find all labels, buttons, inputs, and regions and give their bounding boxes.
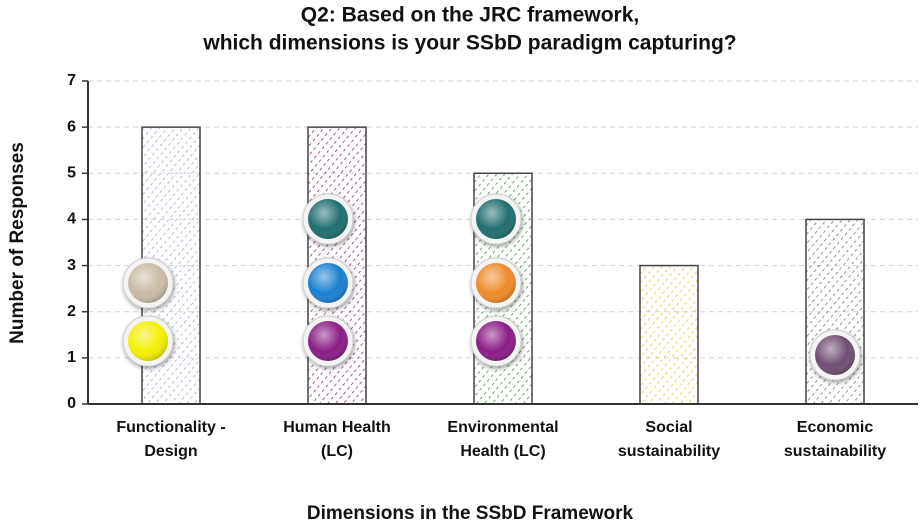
chart-title: which dimensions is your SSbD paradigm c…	[202, 32, 736, 55]
x-tick-label: Functionality -	[116, 419, 225, 436]
icon-shine	[308, 321, 348, 361]
y-tick-label: 5	[67, 165, 76, 182]
x-tick-label: Human Health	[283, 419, 391, 436]
icon-shine	[128, 321, 168, 361]
icon-shine	[476, 321, 516, 361]
y-tick-label: 4	[67, 211, 76, 228]
icons	[122, 193, 861, 381]
y-tick-label: 2	[67, 303, 76, 320]
y-tick-label: 1	[67, 349, 76, 366]
x-tick-label: sustainability	[618, 443, 720, 460]
x-tick-label: Health (LC)	[460, 443, 545, 460]
icon-shine	[815, 335, 855, 375]
x-tick-label: sustainability	[784, 443, 886, 460]
x-tick-label: (LC)	[321, 443, 353, 460]
x-tick-label: Economic	[797, 419, 874, 436]
x-tick-label: Design	[144, 443, 197, 460]
x-axis-title: Dimensions in the SSbD Framework	[307, 503, 634, 524]
y-tick-label: 6	[67, 118, 76, 135]
icon-shine	[476, 263, 516, 303]
y-axis-title: Number of Responses	[7, 142, 28, 344]
x-tick-label: Social	[645, 419, 692, 436]
y-tick-label: 7	[67, 72, 76, 89]
plot: 0 1 2 3 4 5 6 7 Functionality - Design Human Healt…	[67, 72, 918, 460]
chart-title: Q2: Based on the JRC framework,	[301, 4, 639, 27]
icon-shine	[308, 263, 348, 303]
icon-shine	[476, 199, 516, 239]
bar	[639, 264, 699, 405]
icon-shine	[308, 199, 348, 239]
icon-shine	[128, 263, 168, 303]
y-tick-label: 0	[67, 395, 76, 412]
y-tick-label: 3	[67, 257, 76, 274]
x-tick-label: Environmental	[447, 419, 558, 436]
